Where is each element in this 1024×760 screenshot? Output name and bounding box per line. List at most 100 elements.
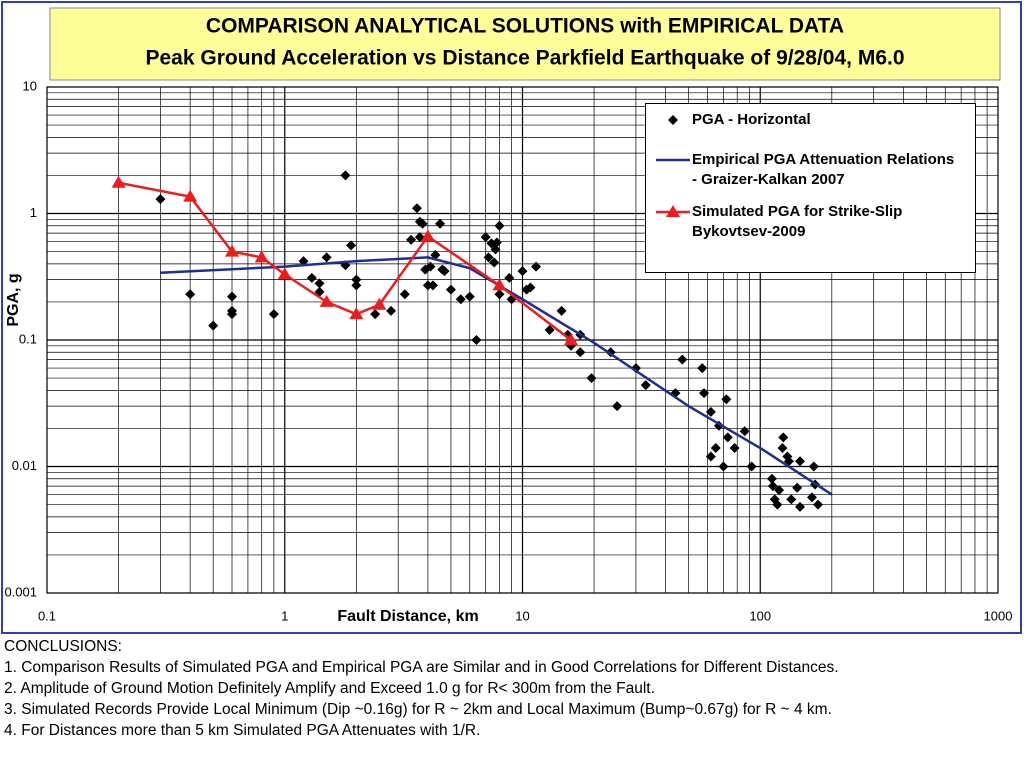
data-point	[464, 291, 475, 302]
data-point	[422, 280, 433, 291]
data-point	[739, 426, 750, 437]
data-point	[556, 305, 567, 316]
data-point	[813, 499, 824, 510]
data-point	[268, 309, 279, 320]
x-tick-label: 1	[281, 608, 288, 623]
data-point	[321, 252, 332, 263]
data-point	[729, 443, 740, 454]
data-point	[718, 461, 729, 472]
data-point	[340, 170, 351, 181]
chart-title: COMPARISON ANALYTICAL SOLUTIONS with EMP…	[206, 15, 844, 38]
data-point	[298, 256, 309, 267]
data-point	[471, 335, 482, 345]
data-point	[399, 289, 410, 300]
data-point	[227, 309, 238, 320]
data-point	[795, 501, 806, 512]
data-point	[406, 234, 417, 245]
data-point	[420, 229, 435, 242]
data-point	[417, 218, 428, 229]
data-point	[183, 189, 198, 202]
data-point	[425, 261, 436, 272]
data-point	[386, 305, 397, 316]
legend-label: Simulated PGA for Strike-Slip Bykovtsev-…	[692, 203, 903, 240]
data-point	[697, 363, 708, 374]
data-point	[586, 373, 597, 384]
data-point	[490, 244, 501, 255]
data-point	[777, 443, 788, 454]
legend-swatch	[668, 115, 678, 125]
data-point	[277, 267, 292, 280]
conclusions-heading: CONCLUSIONS:	[4, 638, 122, 655]
data-point	[612, 401, 623, 412]
conclusion-item: 2. Amplitude of Ground Motion Definitely…	[4, 680, 655, 697]
y-tick-label: 0.01	[12, 458, 37, 473]
legend-marker	[666, 205, 680, 217]
data-point	[372, 297, 387, 310]
data-point	[435, 218, 446, 229]
data-point	[227, 291, 238, 302]
data-point	[480, 232, 491, 243]
data-point	[489, 257, 500, 268]
legend-swatch	[656, 158, 690, 162]
conclusions: CONCLUSIONS: 1. Comparison Results of Si…	[4, 636, 839, 741]
data-point	[225, 244, 240, 257]
y-tick-label: 0.001	[4, 584, 37, 599]
legend-label: PGA - Horizontal	[692, 111, 811, 128]
data-point	[427, 280, 438, 291]
data-point	[504, 272, 515, 283]
data-point	[445, 284, 456, 295]
data-point	[772, 499, 783, 510]
data-point	[544, 324, 555, 335]
data-point	[494, 220, 505, 231]
data-point	[677, 354, 688, 365]
x-tick-label: 0.1	[38, 608, 56, 623]
y-tick-label: 10	[23, 78, 37, 93]
data-point	[483, 252, 494, 263]
legend: PGA - Horizontal Empirical PGA Attenuatio…	[645, 103, 976, 273]
y-tick-label: 1	[30, 205, 37, 220]
legend-swatch	[656, 205, 690, 217]
data-point	[774, 485, 785, 496]
data-point	[314, 278, 325, 289]
data-point	[494, 289, 505, 300]
x-axis-label: Fault Distance, km	[337, 608, 478, 625]
data-point	[370, 309, 381, 320]
data-point	[525, 282, 536, 293]
legend-entry: Empirical PGA Attenuation Relations - Gr…	[652, 150, 975, 190]
data-point	[111, 175, 126, 188]
data-point	[491, 237, 502, 248]
data-point	[492, 278, 507, 291]
data-point	[517, 266, 528, 277]
y-tick-label: 0.1	[19, 331, 37, 346]
grid	[46, 86, 999, 594]
data-point	[767, 481, 778, 492]
data-point	[412, 203, 423, 214]
conclusion-item: 3. Simulated Records Provide Local Minim…	[4, 701, 832, 718]
x-tick-label: 10	[515, 608, 529, 623]
data-point	[319, 294, 334, 307]
legend-label: Empirical PGA Attenuation Relations - Gr…	[692, 151, 955, 188]
data-point	[254, 250, 269, 263]
data-point	[346, 240, 357, 251]
data-point	[349, 307, 364, 320]
data-point	[778, 432, 789, 443]
chart-subtitle: Peak Ground Acceleration vs Distance Par…	[145, 47, 904, 70]
data-point	[439, 266, 450, 277]
data-point	[575, 347, 586, 358]
data-point	[208, 320, 219, 331]
legend-marker	[668, 115, 678, 125]
data-point	[705, 406, 716, 417]
title-box	[49, 7, 1001, 81]
data-point	[746, 461, 757, 472]
data-point	[531, 261, 542, 272]
data-point	[795, 456, 806, 467]
x-tick-label: 100	[749, 608, 771, 623]
chart: COMPARISON ANALYTICAL SOLUTIONS with EMP…	[4, 7, 1012, 625]
data-point	[710, 443, 721, 454]
data-point	[699, 388, 710, 399]
conclusion-item: 1. Comparison Results of Simulated PGA a…	[4, 659, 839, 676]
data-point	[155, 194, 166, 205]
data-point	[722, 432, 733, 443]
data-point	[455, 294, 466, 305]
